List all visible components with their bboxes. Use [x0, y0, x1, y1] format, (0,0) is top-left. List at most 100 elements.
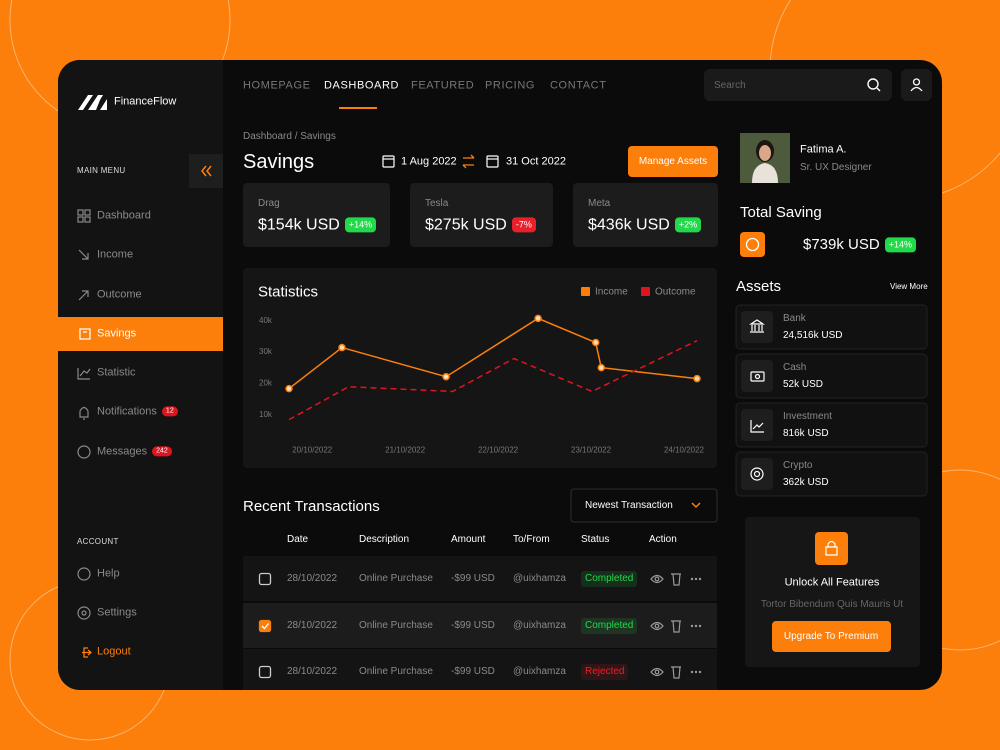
legend-swatch — [581, 287, 590, 296]
page-title: Savings — [243, 151, 315, 173]
cell: @uixhamza — [513, 666, 566, 677]
card-name: Tesla — [425, 198, 449, 209]
legend-label: Income — [595, 287, 628, 298]
upgrade-button[interactable] — [772, 621, 891, 652]
logout-icon — [82, 647, 93, 658]
menu-badge: 12 — [161, 406, 178, 417]
card-name: Drag — [258, 198, 280, 209]
cell: 28/10/2022 — [287, 573, 338, 584]
menu-label: Notifications — [97, 405, 157, 418]
asset-value: 362k USD — [783, 477, 829, 488]
transactions-title: Recent Transactions — [243, 498, 380, 515]
cell: -$99 USD — [451, 620, 495, 631]
y-tick-label: 40k — [259, 316, 273, 325]
nav-item[interactable]: FEATURED — [411, 79, 475, 92]
nav-item[interactable]: PRICING — [485, 79, 536, 92]
cell: 28/10/2022 — [287, 620, 338, 631]
manage-button[interactable] — [628, 146, 718, 177]
chart-title: Statistics — [258, 284, 318, 301]
swap-icon — [462, 154, 475, 169]
asset-value: 52k USD — [783, 379, 824, 390]
menu-item[interactable]: Messages 242 — [97, 445, 172, 458]
series-line — [288, 339, 698, 421]
asset-value: 24,516k USD — [783, 330, 843, 341]
search-box[interactable] — [704, 69, 892, 101]
status: Completed — [581, 618, 638, 634]
cell: 28/10/2022 — [287, 666, 338, 677]
cell: Online Purchase — [359, 620, 433, 631]
card-change: +14% — [344, 217, 377, 233]
menu-title: MAIN MENU — [77, 166, 126, 176]
status: Completed — [581, 571, 638, 587]
date-to: 31 Oct 2022 — [506, 155, 566, 168]
point — [597, 363, 606, 372]
menu-item[interactable]: Statistic — [97, 366, 136, 379]
nav-item[interactable]: DASHBOARD — [324, 79, 400, 92]
menu-item[interactable]: Outcome — [97, 288, 142, 301]
legend-swatch — [641, 287, 650, 296]
menu-label: Dashboard — [97, 209, 151, 222]
card-value-row: $154k USD +14% — [258, 215, 377, 234]
x-tick-label: 20/10/2022 — [292, 446, 333, 455]
checkbox[interactable] — [258, 619, 272, 633]
menu-label: Outcome — [97, 288, 142, 301]
column-header: To/From — [513, 534, 550, 545]
nav-item[interactable]: HOMEPAGE — [243, 79, 311, 92]
card-change: +2% — [674, 217, 702, 233]
menu-item[interactable]: Income — [97, 248, 133, 261]
column-header: Date — [287, 534, 309, 545]
sort-dropdown[interactable] — [570, 488, 718, 523]
nav-item[interactable]: CONTACT — [550, 79, 607, 92]
cell: -$99 USD — [451, 666, 495, 677]
menu-icons — [77, 209, 91, 620]
asset-label: Cash — [783, 362, 807, 373]
asset-label: Crypto — [783, 460, 813, 471]
savings-icon — [79, 328, 91, 340]
view-more[interactable]: View More — [890, 282, 928, 292]
dropdown-icon — [691, 502, 701, 509]
upgrade-button-label[interactable]: Upgrade To Premium — [783, 631, 879, 642]
saving-icon — [740, 232, 765, 257]
account-item[interactable]: Help — [97, 567, 120, 580]
profile-role: Sr. UX Designer — [800, 162, 872, 173]
card-value-row: $275k USD -7% — [425, 215, 536, 234]
total-saving-row: $739k USD +14% — [803, 235, 916, 254]
card-change: -7% — [511, 217, 536, 233]
cell: @uixhamza — [513, 620, 566, 631]
row-bg — [243, 603, 717, 648]
menu-item[interactable]: Notifications 12 — [97, 405, 178, 418]
point — [285, 384, 293, 393]
x-tick-label: 21/10/2022 — [385, 446, 426, 455]
legend-label: Outcome — [655, 287, 696, 298]
manage-assets[interactable]: Manage Assets — [638, 156, 708, 167]
calendar-icons — [382, 155, 499, 168]
x-tick-label: 22/10/2022 — [478, 446, 519, 455]
total-saving-title: Total Saving — [740, 204, 822, 221]
y-tick-label: 20k — [259, 378, 273, 387]
y-tick-label: 30k — [259, 347, 273, 356]
search-input[interactable]: Search — [714, 80, 746, 91]
menu-item[interactable]: Dashboard — [97, 209, 151, 222]
assets-title: Assets — [736, 278, 782, 295]
search-icon — [867, 78, 881, 92]
checkbox[interactable] — [258, 572, 272, 586]
collapse-icon — [201, 165, 212, 177]
cell: Online Purchase — [359, 573, 433, 584]
point — [534, 314, 542, 323]
y-tick-label: 10k — [259, 410, 273, 419]
x-tick-label: 24/10/2022 — [664, 446, 705, 455]
sort-select[interactable]: Newest Transaction — [585, 500, 673, 511]
account-item[interactable]: Logout — [97, 645, 131, 658]
account-item[interactable]: Settings — [97, 606, 137, 619]
status: Rejected — [581, 664, 629, 680]
menu-item[interactable]: Savings — [97, 327, 136, 340]
breadcrumb: Dashboard / Savings — [243, 131, 336, 142]
row-bg — [243, 556, 717, 601]
point — [693, 374, 701, 383]
total-saving-change: +14% — [884, 237, 916, 253]
asset-cards — [735, 304, 928, 497]
column-header: Action — [649, 534, 677, 545]
collapse-button[interactable] — [189, 154, 223, 188]
menu-label: Statistic — [97, 366, 136, 379]
checkbox[interactable] — [258, 665, 272, 679]
